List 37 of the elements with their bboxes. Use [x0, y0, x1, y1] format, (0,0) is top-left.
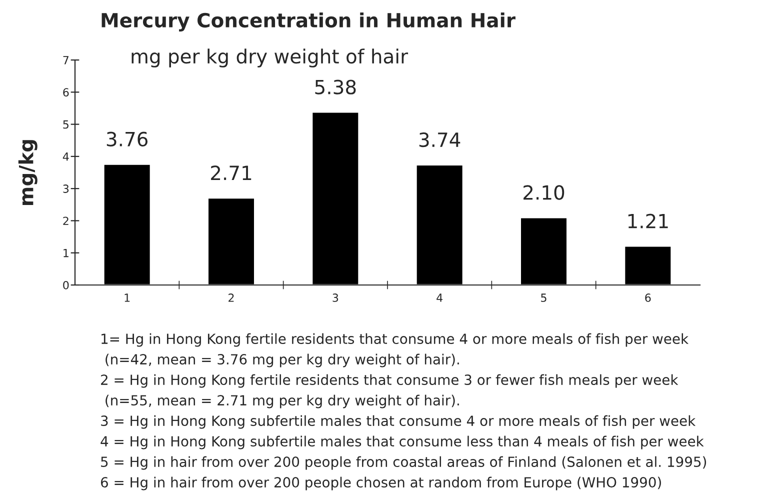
y-tick-label: 7	[63, 56, 68, 64]
bar	[520, 216, 568, 285]
text: 3 = Hg in Hong Kong subfertile males that consume 4 or more meals of fish per week	[101, 415, 696, 429]
x-tick-label: 3	[332, 294, 338, 302]
text: 6 = Hg in hair from over 200 people chosen at random from Europe (WHO 1990)	[100, 476, 661, 490]
x-tick-label: 5	[541, 294, 546, 302]
bar	[624, 245, 672, 285]
y-tick-label: 3	[63, 184, 69, 193]
bar	[415, 164, 464, 285]
text: (n=55, mean = 2.71 mg per kg dry weight of hair).	[106, 394, 459, 408]
y-tick-label: 2	[63, 216, 68, 225]
data-label: 2.10	[524, 185, 564, 200]
x-tick-label: 6	[645, 294, 651, 302]
chart-title: Mercury Concentration in Human Hair	[102, 12, 516, 32]
bar	[311, 111, 360, 285]
text: 4 = Hg in Hong Kong subfertile males that consume less than 4 meals of fish per week	[100, 436, 704, 450]
data-label: 1.21	[628, 214, 668, 228]
text: 1= Hg in Hong Kong fertile residents that consume 4 or more meals of fish per week	[102, 333, 689, 347]
bar	[102, 163, 152, 285]
bar	[207, 197, 256, 285]
x-tick-label: 2	[228, 294, 234, 302]
y-tick-label: 5	[63, 120, 68, 129]
chart-subtitle: mg per kg dry weight of hair	[132, 48, 408, 68]
text: 5 = Hg in hair from over 200 people from coastal areas of Finland (Salonen et al. 1995)	[101, 456, 706, 470]
x-tick-label: 1	[124, 294, 130, 302]
y-tick-label: 1	[64, 248, 68, 258]
y-tick-label: 0	[63, 280, 69, 290]
text: (n=42, mean = 3.76 mg per kg dry weight of hair).	[106, 354, 459, 368]
y-axis-title: mg/kg	[18, 140, 38, 205]
data-label: 3.74	[419, 132, 460, 148]
text: 2 = Hg in Hong Kong fertile residents that consume 3 or fewer fish meals per week	[101, 374, 678, 388]
x-tick-label: 4	[436, 294, 442, 302]
y-tick-label: 4	[62, 152, 69, 161]
data-label: 5.38	[315, 80, 356, 94]
data-label: 2.71	[211, 166, 252, 180]
y-tick-label: 6	[63, 88, 69, 97]
data-label: 3.76	[106, 132, 148, 146]
